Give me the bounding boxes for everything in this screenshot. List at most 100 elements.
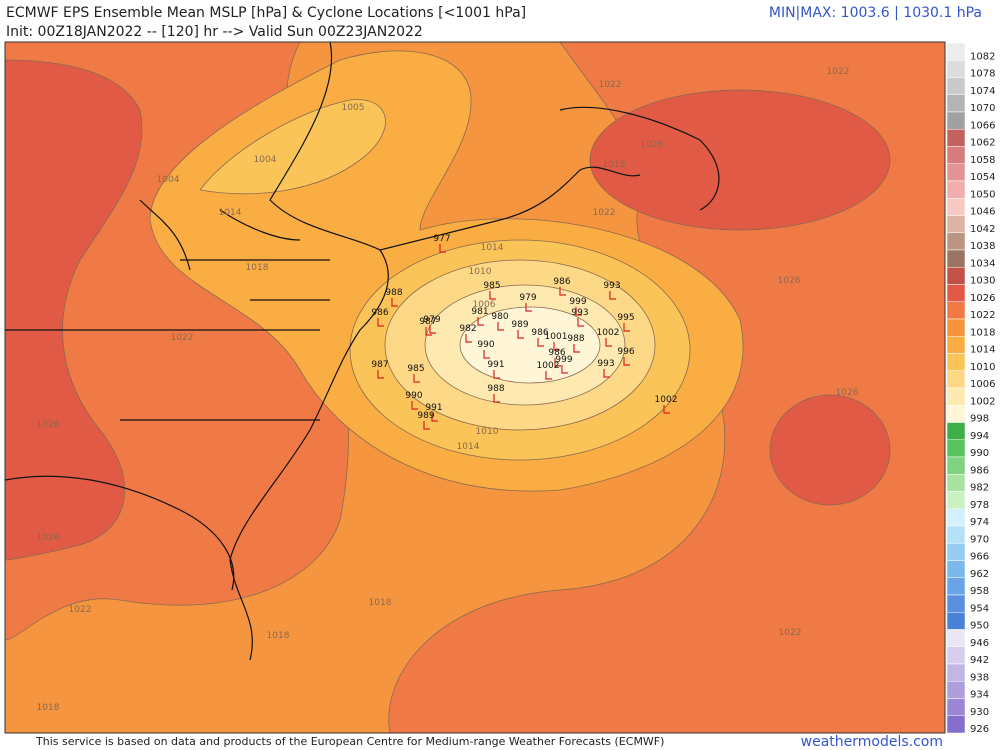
colorbar-box [946, 77, 966, 95]
colorbar-label: 938 [970, 672, 989, 683]
contour-label: 1004 [157, 175, 180, 185]
subtitle: Init: 00Z18JAN2022 -- [120] hr --> Valid… [6, 24, 423, 40]
cyclone-marker [623, 357, 630, 366]
pressure-1014 [199, 99, 386, 195]
cyclone-label: 986 [548, 348, 565, 358]
colorbar-box [946, 508, 966, 527]
colorbar-box [946, 646, 966, 665]
colorbar-box [946, 663, 966, 682]
colorbar-box [946, 474, 966, 492]
contour-label: 1022 [599, 80, 622, 90]
cyclone-marker [431, 413, 438, 422]
cyclone-label: 977 [433, 234, 450, 244]
colorbar-label: 1078 [970, 69, 995, 80]
colorbar-box [946, 94, 966, 113]
cyclone-marker [489, 291, 496, 300]
cyclone-label: 999 [555, 355, 572, 365]
cyclone-label: 1001 [545, 332, 568, 342]
colorbar-label: 1018 [970, 327, 995, 338]
colorbar-label: 930 [970, 707, 989, 718]
colorbar-box [946, 267, 966, 285]
contour-label: 1006 [473, 300, 496, 310]
cyclone-marker [377, 370, 384, 379]
colorbar-box [946, 387, 966, 406]
cyclone-marker [577, 318, 584, 327]
cyclone-marker [411, 401, 418, 410]
colorbar-label: 1014 [970, 345, 995, 356]
cyclone-label: 981 [471, 307, 488, 317]
map-frame [4, 41, 946, 734]
cyclone-label: 980 [491, 312, 508, 322]
colorbar-box [946, 594, 966, 613]
colorbar-label: 970 [970, 534, 989, 545]
contour-label: 1022 [171, 333, 194, 343]
colorbar-box [946, 129, 966, 147]
colorbar-box [946, 232, 966, 251]
colorbar-box [946, 629, 966, 647]
cyclone-label: 995 [617, 313, 634, 323]
cyclone-marker [377, 318, 384, 327]
colorbar-label: 954 [970, 603, 989, 614]
cyclone-label: 990 [405, 391, 422, 401]
title: ECMWF EPS Ensemble Mean MSLP [hPa] & Cyc… [6, 5, 526, 21]
colorbar-label: 982 [970, 483, 989, 494]
colorbar-box [946, 284, 966, 302]
contour-label: 1018 [246, 263, 269, 273]
colorbar-box [946, 370, 966, 389]
colorbar-box [946, 543, 966, 561]
cyclone-label: 991 [487, 360, 504, 370]
colorbar-box [946, 405, 966, 423]
cyclone-marker [413, 374, 420, 383]
pressure-1002 [459, 306, 601, 384]
colorbar-box [946, 698, 966, 716]
colorbar-label: 1034 [970, 258, 995, 269]
contour-label: 1018 [267, 631, 290, 641]
colorbar-box [946, 491, 966, 509]
colorbar-box [946, 198, 966, 216]
cyclone-marker [493, 394, 500, 403]
colorbar-label: 942 [970, 655, 989, 666]
cyclone-label: 993 [571, 308, 588, 318]
pressure-1026 [5, 59, 143, 561]
cyclone-marker [575, 307, 582, 316]
contour-label: 1026 [37, 533, 60, 543]
contour-label: 1014 [457, 442, 480, 452]
colorbar-box [946, 612, 966, 630]
cyclone-label: 986 [553, 277, 570, 287]
cyclone-label: 985 [407, 364, 424, 374]
contour-label: 1022 [779, 628, 802, 638]
colorbar-label: 978 [970, 500, 989, 511]
cyclone-label: 986 [531, 328, 548, 338]
pressure-1026 [589, 89, 891, 231]
coastlines [5, 42, 720, 661]
colorbar-box [946, 456, 966, 475]
cyclone-marker [561, 365, 568, 374]
colorbar-label: 958 [970, 586, 989, 597]
colorbar-label: 990 [970, 448, 989, 459]
contour-label: 1018 [37, 703, 60, 713]
colorbar-box [946, 146, 966, 164]
colorbar-label: 1054 [970, 172, 995, 183]
cyclone-marker [525, 303, 532, 312]
cyclone-marker [493, 370, 500, 379]
contour-label: 1022 [69, 605, 92, 615]
colorbar-label: 934 [970, 690, 989, 701]
cyclone-label: 1002 [655, 395, 678, 405]
colorbar-label: 1002 [970, 396, 995, 407]
cyclone-label: 989 [511, 320, 528, 330]
colorbar-box [946, 353, 966, 371]
cyclone-marker [603, 369, 610, 378]
cyclone-marker [429, 325, 436, 334]
colorbar-label: 1038 [970, 241, 995, 252]
credit: This service is based on data and produc… [35, 735, 664, 748]
cyclone-marker [391, 298, 398, 307]
contour-label: 1004 [254, 155, 277, 165]
cyclone-label: 989 [417, 411, 434, 421]
colorbar-box [946, 681, 966, 699]
colorbar-box [946, 301, 966, 320]
colorbar-box [946, 577, 966, 596]
cyclone-marker [663, 405, 670, 414]
cyclone-marker [483, 350, 490, 359]
colorbar-label: 1058 [970, 155, 995, 166]
colorbar-box [946, 439, 966, 458]
